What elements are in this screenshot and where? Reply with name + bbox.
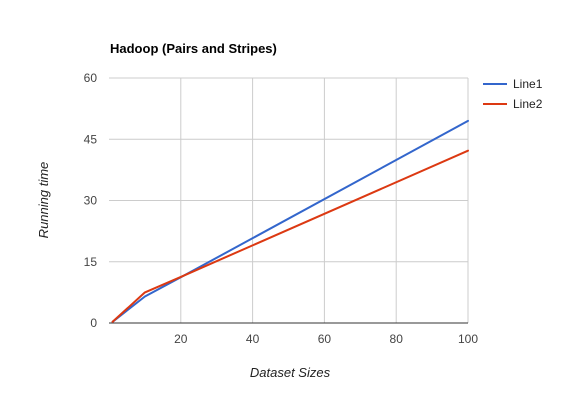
x-tick-label: 100 (458, 332, 478, 346)
x-axis-ticks: 20 40 60 80 100 (174, 332, 478, 346)
chart-title: Hadoop (Pairs and Stripes) (110, 41, 277, 56)
x-tick-label: 40 (246, 332, 260, 346)
legend-label-1: Line1 (513, 77, 543, 91)
y-tick-label: 0 (90, 316, 97, 330)
x-tick-label: 80 (390, 332, 404, 346)
legend-label-2: Line2 (513, 97, 543, 111)
y-axis-ticks: 0 15 30 45 60 (84, 71, 98, 330)
y-axis-label: Running time (36, 162, 51, 239)
grid-lines (109, 77, 469, 323)
x-axis-label: Dataset Sizes (250, 365, 331, 380)
series-lines (111, 119, 469, 323)
series-line-2 (111, 149, 469, 323)
x-tick-label: 60 (318, 332, 332, 346)
y-tick-label: 30 (84, 194, 98, 208)
series-line-1 (111, 119, 469, 323)
y-tick-label: 60 (84, 71, 98, 85)
y-tick-label: 15 (84, 255, 98, 269)
x-tick-label: 20 (174, 332, 188, 346)
y-tick-label: 45 (84, 132, 98, 146)
legend: Line1 Line2 (483, 77, 543, 111)
